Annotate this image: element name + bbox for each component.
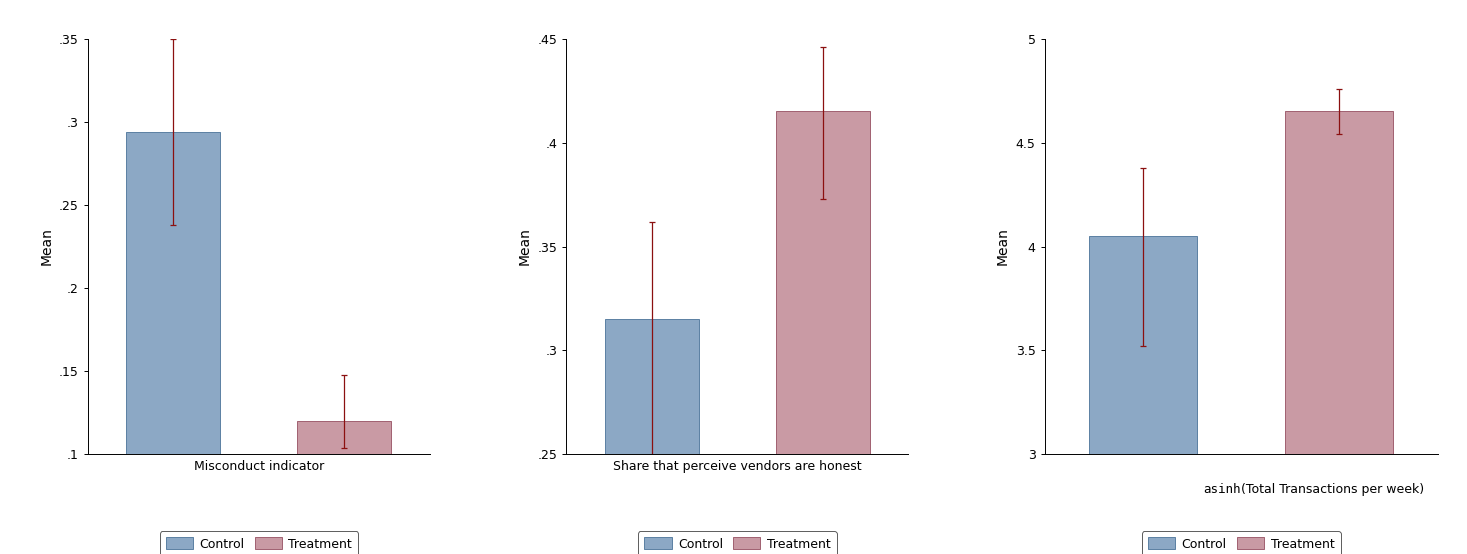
Legend: Control, Treatment: Control, Treatment (1141, 531, 1341, 554)
Legend: Control, Treatment: Control, Treatment (160, 531, 358, 554)
Bar (1285, 111, 1394, 454)
Bar (1089, 236, 1197, 454)
Bar (126, 132, 220, 454)
Y-axis label: Mean: Mean (40, 228, 54, 265)
Text: asinh: asinh (1203, 483, 1241, 496)
Legend: Control, Treatment: Control, Treatment (638, 531, 836, 554)
Bar (298, 421, 392, 454)
Y-axis label: Mean: Mean (518, 228, 533, 265)
Y-axis label: Mean: Mean (996, 228, 1011, 265)
Text: (Total Transactions per week): (Total Transactions per week) (1241, 483, 1424, 496)
Bar (604, 319, 698, 454)
Bar (776, 111, 870, 454)
